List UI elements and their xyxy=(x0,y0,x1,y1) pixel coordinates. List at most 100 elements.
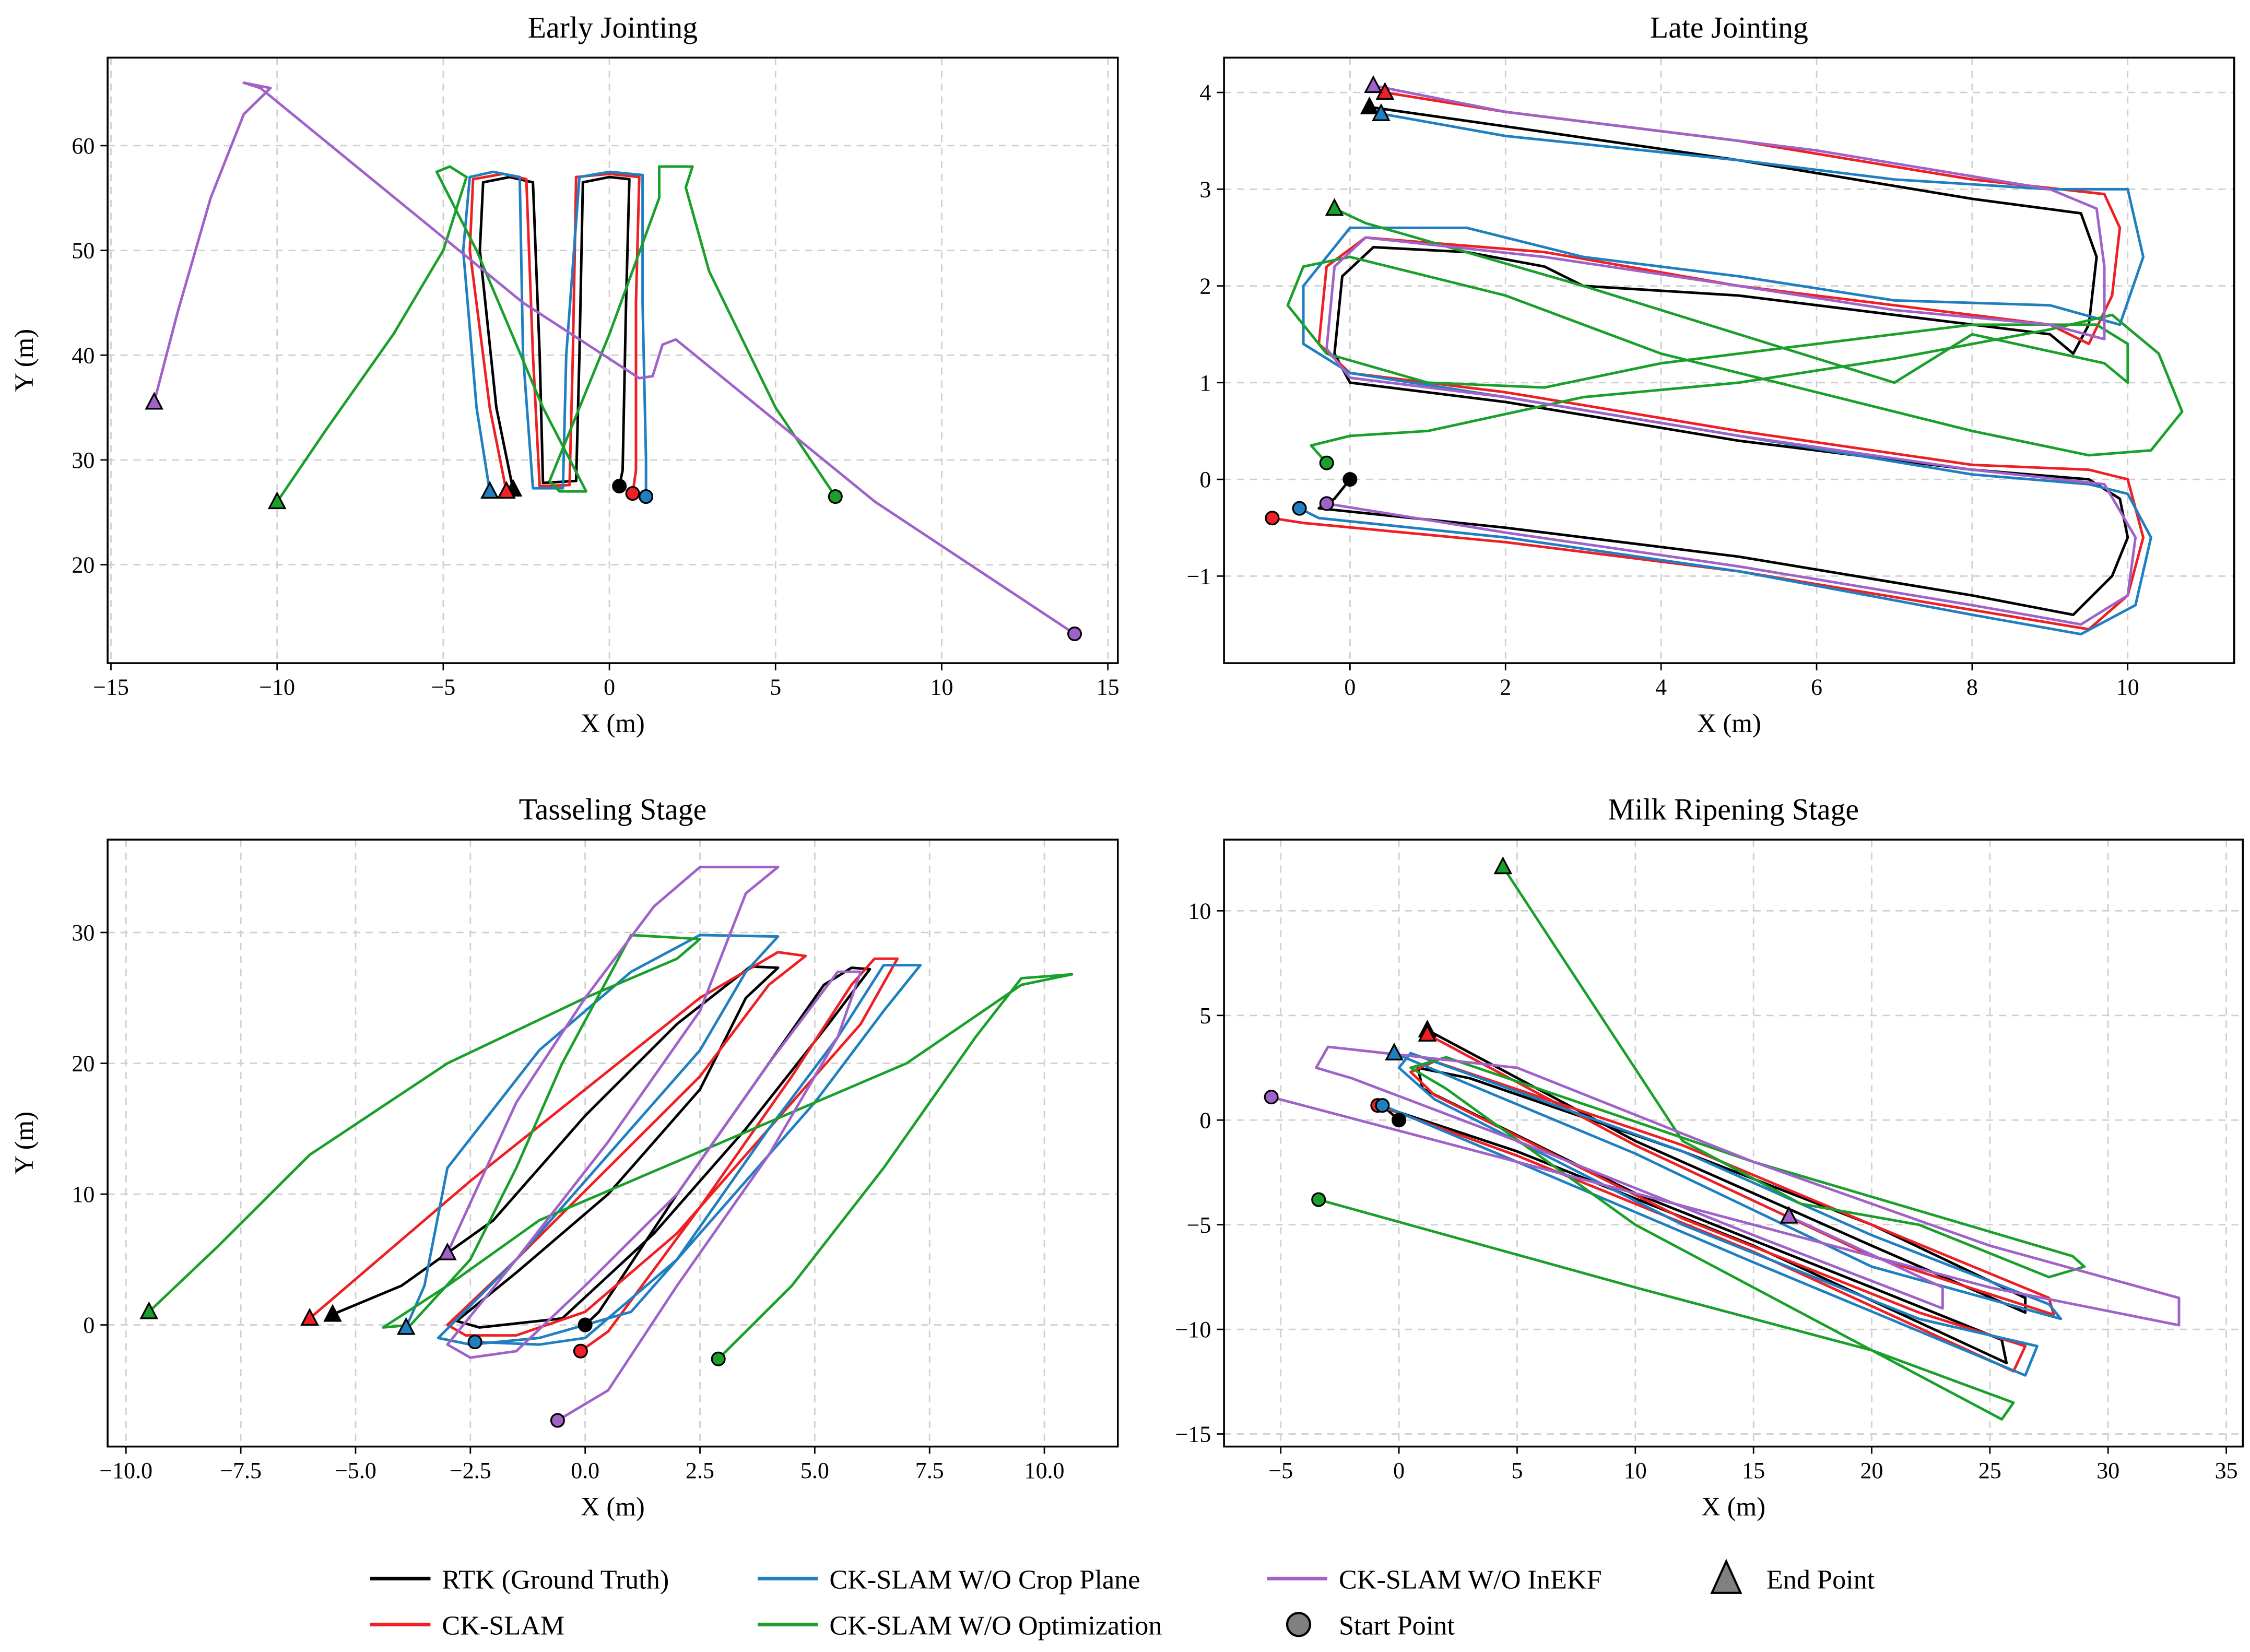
series-group xyxy=(145,81,1082,641)
series-line-ck-slam-w-o-inekf xyxy=(1270,1045,2181,1327)
x-tick-label: 2 xyxy=(1500,675,1511,700)
x-tick-label: 5 xyxy=(770,675,781,700)
x-tick-label: 0 xyxy=(1393,1458,1405,1483)
x-tick-label: 10 xyxy=(1624,1458,1647,1483)
start-point-ck-slam-w-o-optimization xyxy=(1311,1192,1326,1207)
end-point-ck-slam xyxy=(300,1307,319,1326)
start-point-ck-slam-w-o-inekf xyxy=(1067,626,1082,641)
start-point-ck-slam-w-o-inekf xyxy=(1264,1090,1279,1105)
series-line-rtk-ground-truth- xyxy=(1383,1029,2027,1364)
end-point-ck-slam-w-o-inekf xyxy=(1780,1206,1798,1224)
x-tick-label: 2.5 xyxy=(686,1458,714,1483)
start-point-ck-slam-w-o-inekf xyxy=(550,1413,565,1428)
subplot-tasseling-stage: −10.0 −7.5 −5.0 −2.5 0.0 2.5 5.0 7.5 10.0 0 10 20 30… xyxy=(9,794,1119,1521)
x-tick-label: 0 xyxy=(604,675,615,700)
end-point-ck-slam-w-o-inekf xyxy=(438,1242,457,1260)
y-tick-label: 2 xyxy=(1199,274,1211,299)
x-axis-label: X (m) xyxy=(581,709,645,738)
x-tick-label: 4 xyxy=(1655,675,1667,700)
start-point-rtk-ground-truth- xyxy=(1392,1113,1407,1128)
subplot-title: Tasseling Stage xyxy=(519,794,707,827)
x-axis-label: X (m) xyxy=(581,1492,645,1521)
y-tick-label: 3 xyxy=(1199,176,1211,202)
x-tick-label: 10 xyxy=(2116,675,2139,700)
end-point-ck-slam-w-o-optimization xyxy=(1325,198,1344,216)
series-group xyxy=(1265,75,2184,636)
series-line-ck-slam-w-o-crop-plane xyxy=(405,934,922,1346)
series-line-ck-slam-w-o-inekf xyxy=(1325,84,2137,626)
series-line-ck-slam xyxy=(468,172,641,494)
legend: RTK (Ground Truth) CK-SLAM CK-SLAM W/O C… xyxy=(370,1559,1875,1641)
x-tick-label: 20 xyxy=(1860,1458,1883,1483)
start-point-ck-slam-w-o-optimization xyxy=(828,489,843,504)
series-line-ck-slam-w-o-optimization xyxy=(276,165,837,503)
series-group xyxy=(139,866,1074,1428)
x-tick-label: 30 xyxy=(2096,1458,2119,1483)
axes-frame xyxy=(1223,56,2235,664)
y-tick-label: −15 xyxy=(1175,1422,1211,1447)
x-axis-label: X (m) xyxy=(1701,1492,1765,1521)
x-tick-label: 10 xyxy=(930,675,953,700)
end-point-ck-slam xyxy=(1418,1023,1437,1042)
series-line-ck-slam-w-o-optimization xyxy=(1318,866,2086,1421)
start-point-ck-slam-w-o-crop-plane xyxy=(639,489,654,504)
axes-frame xyxy=(107,839,1119,1448)
y-tick-label: 20 xyxy=(72,552,95,578)
start-point-rtk-ground-truth- xyxy=(1342,472,1358,487)
start-point-ck-slam xyxy=(573,1343,588,1359)
x-tick-label: −10.0 xyxy=(99,1458,152,1483)
x-tick-label: −2.5 xyxy=(450,1458,491,1483)
start-point-ck-slam xyxy=(625,486,640,501)
y-tick-label: 10 xyxy=(1188,899,1211,924)
x-tick-label: 5 xyxy=(1511,1458,1523,1483)
start-point-rtk-ground-truth- xyxy=(578,1317,593,1332)
end-point-ck-slam-w-o-crop-plane xyxy=(1372,103,1391,121)
y-tick-label: 0 xyxy=(83,1313,95,1338)
end-point-ck-slam-w-o-crop-plane xyxy=(480,481,499,499)
series-line-ck-slam-w-o-optimization xyxy=(1286,207,2184,464)
legend-label-start: Start Point xyxy=(1339,1611,1455,1641)
legend-label-inekf: CK-SLAM W/O InEKF xyxy=(1339,1565,1602,1595)
end-point-ck-slam-w-o-crop-plane xyxy=(1385,1042,1404,1060)
legend-end-point-icon xyxy=(1710,1559,1742,1594)
end-point-ck-slam-w-o-optimization xyxy=(1493,856,1513,875)
y-tick-label: 60 xyxy=(72,133,95,159)
x-tick-label: 0.0 xyxy=(571,1458,599,1483)
series-line-ck-slam xyxy=(1377,1033,2055,1373)
axes-frame xyxy=(1223,839,2244,1448)
series-line-ck-slam-w-o-optimization xyxy=(148,934,1074,1360)
end-point-ck-slam-w-o-inekf xyxy=(145,392,164,410)
y-tick-label: 4 xyxy=(1199,80,1211,105)
end-point-ck-slam-w-o-optimization xyxy=(139,1301,159,1319)
y-tick-label: 10 xyxy=(72,1182,95,1207)
y-tick-label: −10 xyxy=(1175,1317,1211,1342)
x-tick-label: 10.0 xyxy=(1024,1458,1065,1483)
x-tick-label: 8 xyxy=(1966,675,1978,700)
x-tick-label: 6 xyxy=(1811,675,1822,700)
legend-label-end: End Point xyxy=(1766,1565,1875,1595)
legend-label-ck-slam: CK-SLAM xyxy=(442,1611,564,1641)
legend-label-rtk: RTK (Ground Truth) xyxy=(442,1565,669,1595)
series-line-rtk-ground-truth- xyxy=(332,965,871,1329)
y-tick-label: −1 xyxy=(1187,563,1211,589)
subplot-late-jointing: 0 2 4 6 8 10 −1 0 1 2 3 4 Late Jointing X (m) xyxy=(1187,11,2235,738)
y-tick-label: 40 xyxy=(72,343,95,368)
series-line-ck-slam xyxy=(1272,91,2145,631)
end-point-ck-slam-w-o-optimization xyxy=(267,491,287,510)
y-tick-label: 20 xyxy=(72,1051,95,1077)
x-tick-label: 0 xyxy=(1344,675,1356,700)
x-tick-label: −7.5 xyxy=(220,1458,262,1483)
series-line-ck-slam-w-o-inekf xyxy=(152,81,1076,635)
y-axis-label: Y (m) xyxy=(9,1112,39,1175)
axes-frame xyxy=(107,56,1119,664)
subplot-milk-ripening-stage: −5 0 5 10 15 20 25 30 35 −15 −10 −5 0 5 10 Milk Ripenin… xyxy=(1175,794,2244,1521)
y-tick-label: 0 xyxy=(1199,1107,1211,1133)
series-group xyxy=(1264,856,2181,1421)
x-tick-label: −5.0 xyxy=(335,1458,376,1483)
x-tick-label: 5.0 xyxy=(800,1458,829,1483)
start-point-ck-slam-w-o-crop-plane xyxy=(467,1335,482,1350)
y-tick-label: 30 xyxy=(72,447,95,473)
start-point-ck-slam-w-o-optimization xyxy=(711,1351,726,1366)
